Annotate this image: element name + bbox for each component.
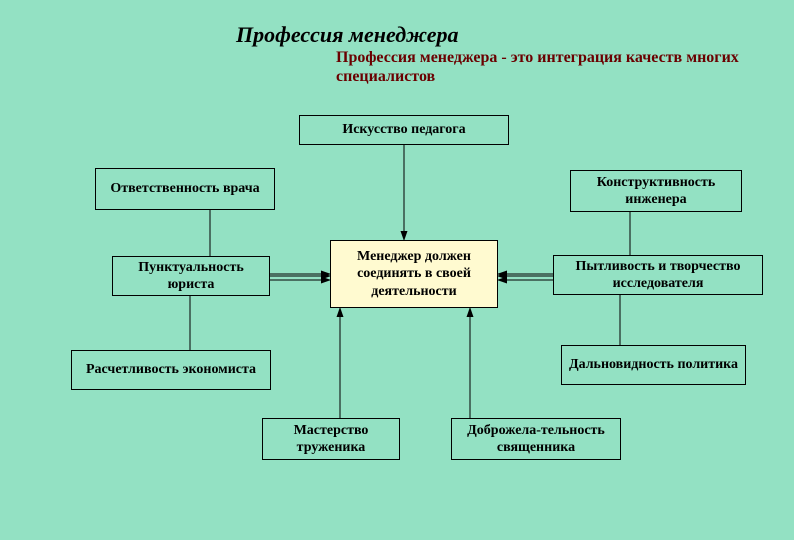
node-lawyer: Пунктуальность юриста	[112, 256, 270, 296]
node-priest: Доброжела-тельность священника	[451, 418, 621, 460]
node-label-center: Менеджер должен соединять в своей деятел…	[337, 248, 491, 301]
node-label-researcher: Пытливость и творчество исследователя	[560, 258, 756, 293]
node-label-lawyer: Пунктуальность юриста	[119, 259, 263, 294]
node-label-politician: Дальновидность политика	[569, 356, 738, 374]
node-economist: Расчетливость экономиста	[71, 350, 271, 390]
node-worker: Мастерство труженика	[262, 418, 400, 460]
subtitle: Профессия менеджера - это интеграция кач…	[336, 48, 766, 86]
node-label-priest: Доброжела-тельность священника	[458, 422, 614, 457]
node-researcher: Пытливость и творчество исследователя	[553, 255, 763, 295]
node-pedagog: Искусство педагога	[299, 115, 509, 145]
node-engineer: Конструктивность инженера	[570, 170, 742, 212]
node-label-engineer: Конструктивность инженера	[577, 174, 735, 209]
node-politician: Дальновидность политика	[561, 345, 746, 385]
diagram-canvas: Профессия менеджера Профессия менеджера …	[0, 0, 794, 540]
node-label-doctor: Ответственность врача	[110, 180, 259, 198]
page-title: Профессия менеджера	[236, 22, 459, 48]
node-label-economist: Расчетливость экономиста	[86, 361, 256, 379]
node-doctor: Ответственность врача	[95, 168, 275, 210]
node-label-worker: Мастерство труженика	[269, 422, 393, 457]
node-label-pedagog: Искусство педагога	[342, 121, 465, 139]
node-center: Менеджер должен соединять в своей деятел…	[330, 240, 498, 308]
